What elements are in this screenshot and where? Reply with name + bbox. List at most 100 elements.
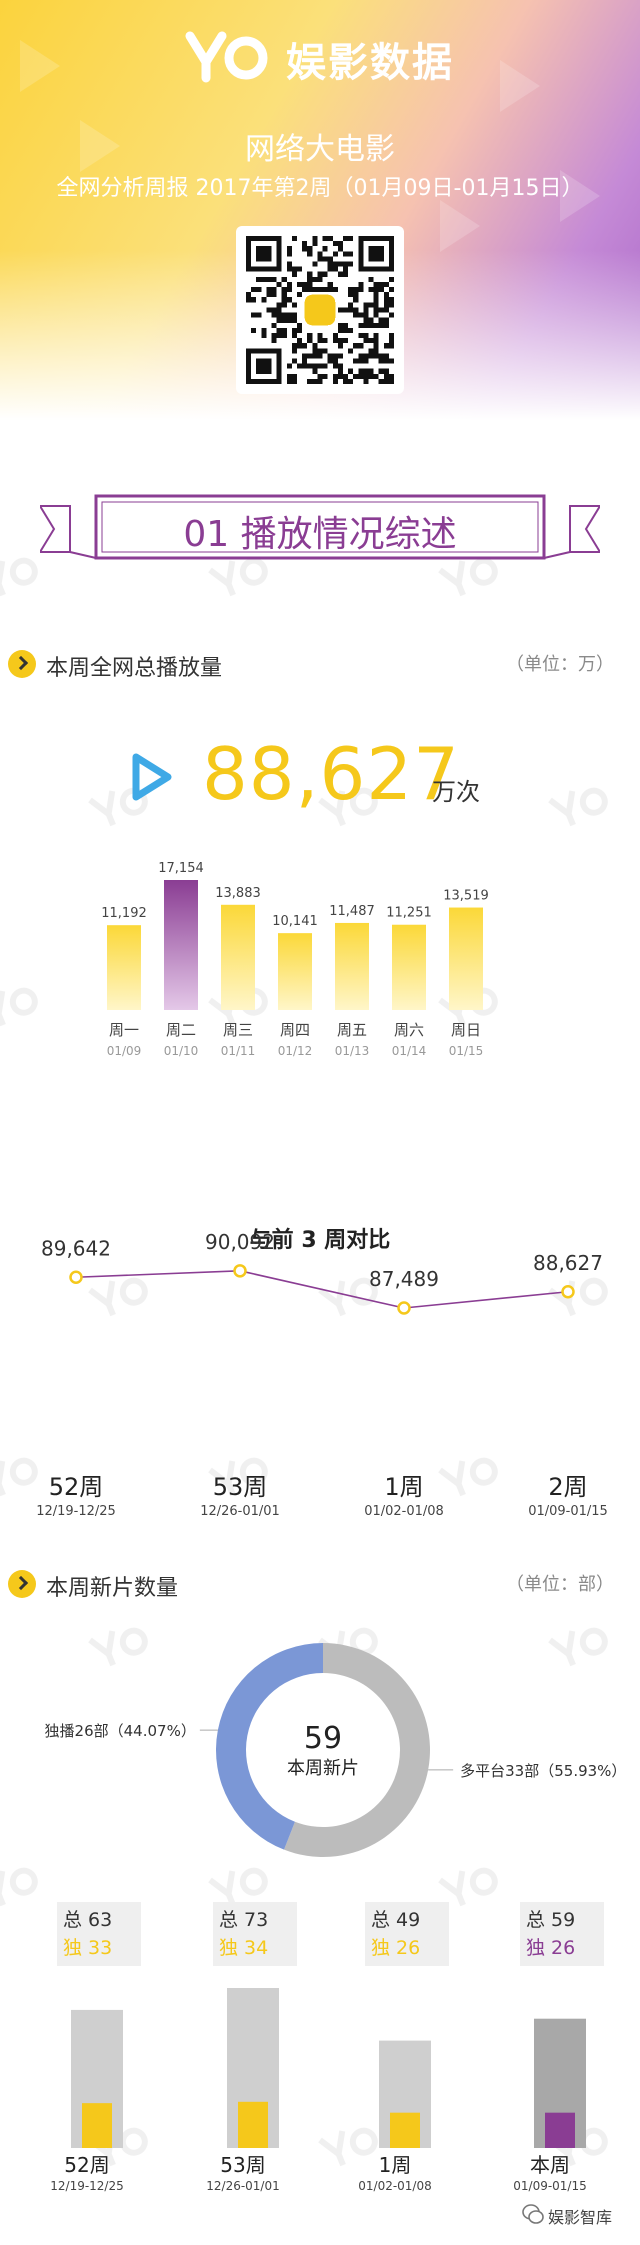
report-title: 网络大电影 <box>245 132 395 167</box>
watermark-logo-ring <box>349 787 378 816</box>
watermark-logo-ring <box>9 1457 38 1486</box>
qr-module <box>358 368 364 374</box>
qr-module <box>302 241 308 247</box>
qr-module <box>373 332 379 339</box>
qr-module <box>332 353 338 359</box>
qr-module <box>281 327 287 333</box>
qr-module <box>348 261 354 267</box>
qr-finder-core <box>368 246 384 262</box>
watermark-logo-ring <box>119 1277 148 1306</box>
week-total-label: 总 59 <box>526 1909 575 1931</box>
qr-module <box>276 312 282 318</box>
qr-module <box>353 343 359 349</box>
watermark <box>318 2127 378 2167</box>
week-range-label: 01/02-01/08 <box>358 2179 432 2193</box>
section-title-new: 本周新片数量 <box>46 1576 179 1601</box>
qr-module <box>302 246 308 252</box>
qr-module <box>276 332 282 339</box>
qr-module <box>337 353 343 359</box>
qr-module <box>271 287 277 293</box>
qr-module <box>348 368 354 374</box>
qr-module <box>368 348 374 354</box>
qr-module <box>353 373 359 379</box>
line-point-value: 87,489 <box>369 1267 439 1291</box>
qr-module <box>388 312 394 318</box>
qr-module <box>291 271 298 277</box>
qr-module <box>383 297 389 303</box>
qr-module <box>297 327 303 333</box>
week-label: 52周 <box>49 1473 104 1501</box>
qr-module <box>297 322 303 328</box>
daily-bar-day-label: 周日 <box>451 1021 481 1039</box>
daily-bar-date-label: 01/14 <box>392 1044 427 1058</box>
qr-module <box>348 378 354 384</box>
brand-name: 娱影数据 <box>286 40 454 86</box>
qr-code-icon[interactable] <box>246 236 394 384</box>
donut-slice-label: 独播26部（44.07%） <box>45 1722 196 1740</box>
qr-module <box>332 287 338 293</box>
watermark-logo-mark <box>0 990 6 1027</box>
qr-module <box>353 307 359 313</box>
qr-module <box>368 373 374 379</box>
qr-module <box>383 317 389 323</box>
daily-bar-day-label: 周六 <box>394 1021 424 1039</box>
watermark-logo-mark <box>208 560 236 597</box>
qr-module <box>307 287 313 293</box>
watermark-logo-mark <box>0 560 6 597</box>
qr-module <box>363 322 369 328</box>
qr-module <box>342 338 349 344</box>
qr-module <box>276 281 282 288</box>
qr-module <box>327 281 333 288</box>
daily-bar <box>449 907 483 1010</box>
daily-bar-day-label: 周二 <box>166 1021 196 1039</box>
qr-module <box>337 246 343 252</box>
qr-module <box>368 276 374 282</box>
qr-module <box>266 276 272 282</box>
qr-module <box>373 297 379 303</box>
qr-module <box>383 368 389 374</box>
watermark <box>318 787 378 827</box>
qr-module <box>322 373 328 379</box>
qr-module <box>348 348 354 354</box>
daily-bar-day-label: 周三 <box>223 1021 253 1039</box>
qr-module <box>353 297 359 303</box>
watermark-logo-mark <box>548 790 576 827</box>
week-exclusive-bar <box>545 2112 575 2148</box>
daily-bar-date-label: 01/12 <box>278 1044 313 1058</box>
qr-module <box>332 251 338 257</box>
qr-module <box>327 353 333 359</box>
daily-bar-date-label: 01/13 <box>335 1044 370 1058</box>
qr-module <box>383 358 389 364</box>
qr-module <box>307 338 313 344</box>
qr-module <box>363 338 369 344</box>
line-point <box>233 1264 247 1278</box>
qr-module <box>286 373 292 379</box>
chevron-right-icon <box>8 1570 36 1598</box>
qr-module <box>337 363 343 369</box>
qr-module <box>307 363 313 369</box>
comparison-chart-title: 与前 3 周对比 <box>249 1228 391 1253</box>
qr-module <box>261 276 267 282</box>
qr-module <box>363 307 369 313</box>
qr-module <box>383 292 389 298</box>
qr-module <box>342 236 349 242</box>
qr-module <box>307 281 313 288</box>
line-point-value: 89,642 <box>41 1236 111 1260</box>
watermark-logo-mark <box>318 790 346 827</box>
watermark-logo-ring <box>469 1457 498 1486</box>
qr-module <box>332 332 338 339</box>
watermark-logo-mark <box>548 1630 576 1667</box>
qr-module <box>342 307 349 313</box>
qr-module <box>383 378 389 384</box>
watermark-logo-mark <box>208 1460 236 1497</box>
daily-bar <box>221 904 255 1010</box>
decor-triangle <box>500 60 540 112</box>
daily-bar-value: 11,251 <box>386 906 432 921</box>
watermark <box>438 1867 498 1907</box>
qr-module <box>276 327 282 333</box>
qr-module <box>332 378 338 384</box>
daily-bar-value: 13,883 <box>215 886 261 901</box>
qr-module <box>302 281 308 288</box>
qr-module <box>317 378 323 384</box>
section-unit-views: （单位：万） <box>506 654 614 675</box>
